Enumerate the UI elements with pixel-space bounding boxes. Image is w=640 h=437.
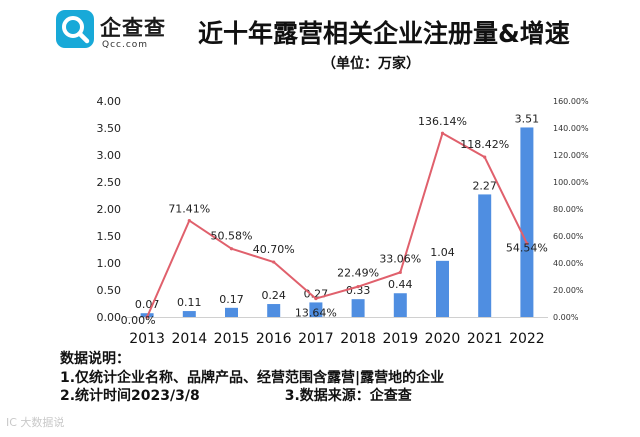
y-left-tick-label: 2.00: [97, 203, 122, 216]
bar: [436, 260, 449, 317]
growth-data-label: 71.41%: [168, 203, 210, 216]
growth-data-label: 13.64%: [295, 307, 337, 320]
bar: [267, 304, 281, 317]
y-left-tick-label: 3.50: [97, 122, 122, 135]
x-tick-label: 2017: [298, 331, 334, 347]
growth-point: [525, 241, 529, 245]
growth-point: [398, 270, 402, 274]
x-tick-label: 2022: [509, 331, 545, 347]
bar-data-label: 2.27: [472, 179, 497, 192]
y-right-tick-label: 20.00%: [553, 286, 584, 295]
bar: [225, 307, 238, 317]
y-left-tick-label: 1.00: [97, 257, 122, 270]
bar-data-label: 3.51: [515, 112, 540, 125]
bar-data-label: 0.44: [388, 278, 413, 291]
y-right-tick-label: 100.00%: [553, 178, 589, 187]
y-left-tick-label: 0.00: [97, 311, 122, 324]
notes-line-1: 1.仅统计企业名称、品牌产品、经营范围含露营|露营地的企业: [60, 369, 445, 386]
growth-point: [314, 296, 318, 301]
chart-title: 近十年露营相关企业注册量&增速: [198, 19, 570, 48]
y-left-tick-label: 4.00: [97, 95, 122, 108]
growth-data-label: 54.54%: [506, 241, 548, 254]
bar-data-label: 0.17: [219, 293, 244, 306]
y-right-tick-label: 0.00%: [553, 313, 579, 322]
growth-data-label: 33.06%: [379, 252, 421, 265]
y-left-tick-label: 0.50: [97, 284, 122, 297]
bar-data-label: 1.04: [430, 246, 455, 259]
bar: [182, 311, 196, 317]
bar-data-label: 0.24: [261, 289, 286, 302]
bar: [520, 127, 534, 318]
y-right-tick-label: 80.00%: [553, 205, 584, 214]
brand-domain: Qcc.com: [102, 40, 149, 50]
x-tick-label: 2015: [214, 331, 250, 347]
growth-point: [483, 155, 487, 159]
brand-name: 企查查: [100, 16, 166, 40]
growth-point: [440, 131, 445, 135]
bar: [393, 293, 407, 317]
growth-point: [229, 247, 234, 251]
x-tick-label: 2016: [256, 331, 292, 347]
growth-data-label: 22.49%: [337, 267, 379, 280]
bar: [309, 302, 323, 317]
y-right-tick-label: 40.00%: [553, 259, 584, 268]
y-right-tick-label: 60.00%: [553, 232, 584, 241]
growth-point: [356, 285, 360, 289]
watermark: IC 大数据说: [6, 416, 65, 429]
y-left-tick-label: 1.50: [97, 230, 122, 243]
y-left-tick-label: 2.50: [97, 176, 122, 189]
bar: [478, 194, 492, 317]
y-right-tick-label: 120.00%: [553, 151, 589, 160]
x-tick-label: 2021: [467, 331, 503, 347]
qcc-magnifier-logo-icon: [56, 10, 94, 48]
x-tick-label: 2014: [171, 331, 207, 347]
bar: [351, 299, 365, 317]
growth-data-label: 40.70%: [253, 243, 295, 256]
growth-line: [146, 132, 528, 318]
growth-point: [187, 218, 191, 223]
growth-data-label: 136.14%: [418, 115, 467, 128]
growth-data-label: 50.58%: [211, 230, 253, 243]
x-tick-label: 2020: [425, 331, 461, 347]
brand-logo: 企查查 Qcc.com: [56, 10, 186, 52]
notes-line-2: 2.统计时间2023/3/8: [60, 388, 200, 404]
x-tick-label: 2018: [340, 331, 376, 347]
growth-point: [145, 315, 149, 319]
growth-point: [272, 260, 276, 264]
growth-data-label: 118.42%: [460, 138, 509, 151]
y-left-tick-label: 3.00: [97, 149, 122, 162]
bar-data-label: 0.11: [177, 296, 202, 309]
x-tick-label: 2019: [382, 331, 418, 347]
notes-heading: 数据说明：: [60, 351, 130, 367]
growth-data-label: 0.00%: [121, 314, 156, 327]
bar-data-label: 0.07: [135, 298, 160, 311]
chart-subtitle: （单位：万家）: [322, 56, 420, 72]
y-right-tick-label: 140.00%: [553, 124, 589, 133]
x-tick-label: 2013: [129, 331, 165, 347]
y-right-tick-label: 160.00%: [553, 97, 589, 106]
notes-line-3: 3.数据来源：企查查: [284, 388, 412, 404]
data-notes: 数据说明： 1.仅统计企业名称、品牌产品、经营范围含露营|露营地的企业 2.统计…: [60, 350, 444, 406]
